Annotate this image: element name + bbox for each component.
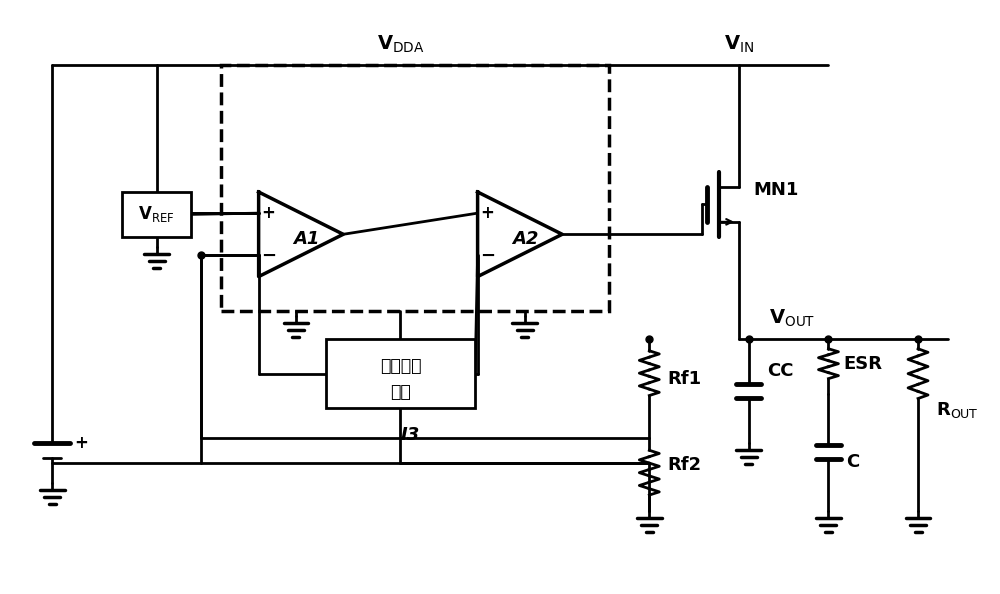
Text: C: C xyxy=(846,453,860,471)
Text: V$_{\rm DDA}$: V$_{\rm DDA}$ xyxy=(377,34,424,55)
Text: +: + xyxy=(74,434,88,452)
Text: Rf1: Rf1 xyxy=(667,369,701,388)
Bar xyxy=(221,65,609,311)
Text: +: + xyxy=(481,204,494,222)
Text: A1: A1 xyxy=(293,230,319,248)
Text: +: + xyxy=(262,204,276,222)
Bar xyxy=(122,192,191,237)
Text: A2: A2 xyxy=(512,230,538,248)
Text: CC: CC xyxy=(767,362,793,380)
Text: Rf2: Rf2 xyxy=(667,456,701,473)
Text: I3: I3 xyxy=(401,426,420,444)
Text: V$_{\rm IN}$: V$_{\rm IN}$ xyxy=(724,34,754,55)
Text: 稳压补偿: 稳压补偿 xyxy=(380,356,421,375)
Text: V$_{\rm OUT}$: V$_{\rm OUT}$ xyxy=(769,308,815,329)
Text: V$_{\rm REF}$: V$_{\rm REF}$ xyxy=(138,204,175,225)
Bar xyxy=(326,339,475,409)
Text: −: − xyxy=(261,247,276,264)
Text: R$_{\rm OUT}$: R$_{\rm OUT}$ xyxy=(936,400,979,420)
Text: 模块: 模块 xyxy=(390,383,411,400)
Text: ESR: ESR xyxy=(843,355,882,372)
Text: −: − xyxy=(480,247,495,264)
Text: MN1: MN1 xyxy=(754,181,799,198)
